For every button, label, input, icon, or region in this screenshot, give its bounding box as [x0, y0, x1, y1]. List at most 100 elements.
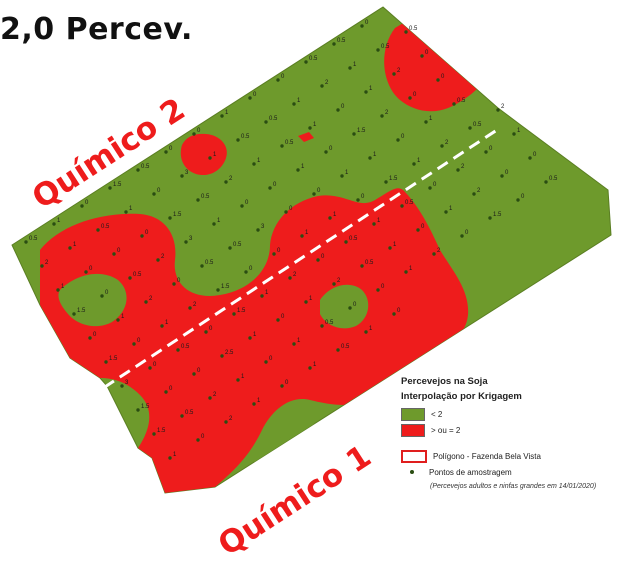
legend-title-1: Percevejos na Soja — [401, 376, 488, 387]
sampling-point — [168, 456, 172, 460]
sampling-point — [360, 24, 364, 28]
sample-value-label: 2 — [229, 416, 233, 422]
sampling-point — [40, 264, 44, 268]
hotspot-northeast — [384, 22, 478, 112]
sample-value-label: 1 — [301, 164, 305, 170]
legend-label-high: > ou = 2 — [431, 425, 461, 435]
sample-value-label: 1 — [345, 170, 349, 176]
sample-value-label: 0 — [401, 134, 405, 140]
sampling-point — [192, 372, 196, 376]
sampling-point — [408, 96, 412, 100]
sampling-point — [108, 186, 112, 190]
sampling-point — [412, 162, 416, 166]
legend-swatch-red — [401, 423, 425, 437]
sample-value-label: 1 — [309, 296, 313, 302]
sampling-point — [264, 360, 268, 364]
sampling-point — [280, 144, 284, 148]
sampling-point — [232, 312, 236, 316]
sample-value-label: 1 — [313, 122, 317, 128]
legend-row-polygon: Polígono - Fazenda Bela Vista — [401, 448, 611, 464]
hotspot-north-tiny — [298, 132, 314, 142]
sampling-point — [472, 192, 476, 196]
sampling-point — [396, 138, 400, 142]
sampling-point — [352, 132, 356, 136]
sampling-point — [512, 132, 516, 136]
sampling-point — [416, 228, 420, 232]
sampling-point — [344, 240, 348, 244]
sample-value-label: 1.5 — [389, 176, 398, 182]
sample-value-label: 0 — [533, 152, 537, 158]
sampling-point — [192, 132, 196, 136]
sampling-point — [292, 342, 296, 346]
sample-value-label: 2 — [385, 110, 389, 116]
sampling-points: 0.5 1 0 1.5 0.5 0 0 1 0 0 0.5 0.5 0 2 1 0.5 1 0 3 1 0.5 0.5 1 2… — [24, 20, 558, 460]
sample-value-label: 0 — [273, 182, 277, 188]
sample-value-label: 1 — [305, 230, 309, 236]
sampling-point — [204, 330, 208, 334]
sampling-point — [256, 228, 260, 232]
sample-value-label: 0.5 — [549, 176, 558, 182]
sample-value-label: 0.5 — [185, 410, 194, 416]
zone-divider-line — [87, 126, 501, 400]
sample-value-label: 0.5 — [101, 224, 110, 230]
map-legend: Percevejos na Soja Interpolação por Krig… — [401, 376, 611, 491]
sample-value-label: 0 — [321, 254, 325, 260]
sample-value-label: 1 — [517, 128, 521, 134]
sampling-point — [496, 108, 500, 112]
sampling-point — [288, 276, 292, 280]
sampling-point — [180, 174, 184, 178]
legend-swatch-green — [401, 407, 425, 421]
sample-value-label: 1 — [369, 326, 373, 332]
sample-value-label: 2 — [213, 392, 217, 398]
sampling-point — [88, 336, 92, 340]
sample-value-label: 1 — [373, 152, 377, 158]
sampling-point — [336, 108, 340, 112]
sampling-point — [320, 84, 324, 88]
sample-value-label: 2 — [445, 140, 449, 146]
sampling-point — [56, 288, 60, 292]
sampling-point — [444, 210, 448, 214]
legend-row-high: > ou = 2 — [401, 422, 611, 438]
legend-label-points: Pontos de amostragem — [429, 467, 512, 477]
sample-value-label: 0 — [489, 146, 493, 152]
sample-value-label: 0 — [169, 146, 173, 152]
sampling-point — [316, 258, 320, 262]
sampling-point — [144, 300, 148, 304]
sampling-point — [180, 414, 184, 418]
sample-value-label: 0 — [465, 230, 469, 236]
sampling-point — [156, 258, 160, 262]
sample-value-label: 0 — [425, 50, 429, 56]
sample-value-label: 1 — [121, 314, 125, 320]
sample-value-label: 1 — [241, 374, 245, 380]
sample-value-label: 2 — [397, 68, 401, 74]
sampling-point — [96, 228, 100, 232]
sampling-point — [388, 246, 392, 250]
legend-label-low: < 2 — [431, 409, 443, 419]
sampling-point — [424, 120, 428, 124]
sampling-point — [332, 282, 336, 286]
sample-value-label: 1 — [393, 242, 397, 248]
sampling-point — [104, 360, 108, 364]
sample-value-label: 2 — [337, 278, 341, 284]
sampling-point — [124, 210, 128, 214]
sampling-point — [220, 354, 224, 358]
sampling-point — [72, 312, 76, 316]
sampling-point — [296, 168, 300, 172]
sample-value-label: 0.5 — [365, 260, 374, 266]
legend-note: (Percevejos adultos e ninfas grandes em … — [430, 483, 597, 490]
sample-value-label: 1 — [57, 218, 61, 224]
sampling-point — [336, 348, 340, 352]
sampling-point — [332, 42, 336, 46]
sample-value-label: 0 — [421, 224, 425, 230]
sampling-point — [164, 150, 168, 154]
sample-value-label: 0.5 — [181, 344, 190, 350]
sampling-point — [224, 420, 228, 424]
sample-value-label: 0.5 — [409, 26, 418, 32]
sampling-point — [168, 216, 172, 220]
sample-value-label: 0.5 — [405, 200, 414, 206]
legend-row-low: < 2 — [401, 406, 611, 422]
sampling-point — [404, 30, 408, 34]
sample-value-label: 0 — [201, 434, 205, 440]
sample-value-label: 0 — [433, 182, 437, 188]
